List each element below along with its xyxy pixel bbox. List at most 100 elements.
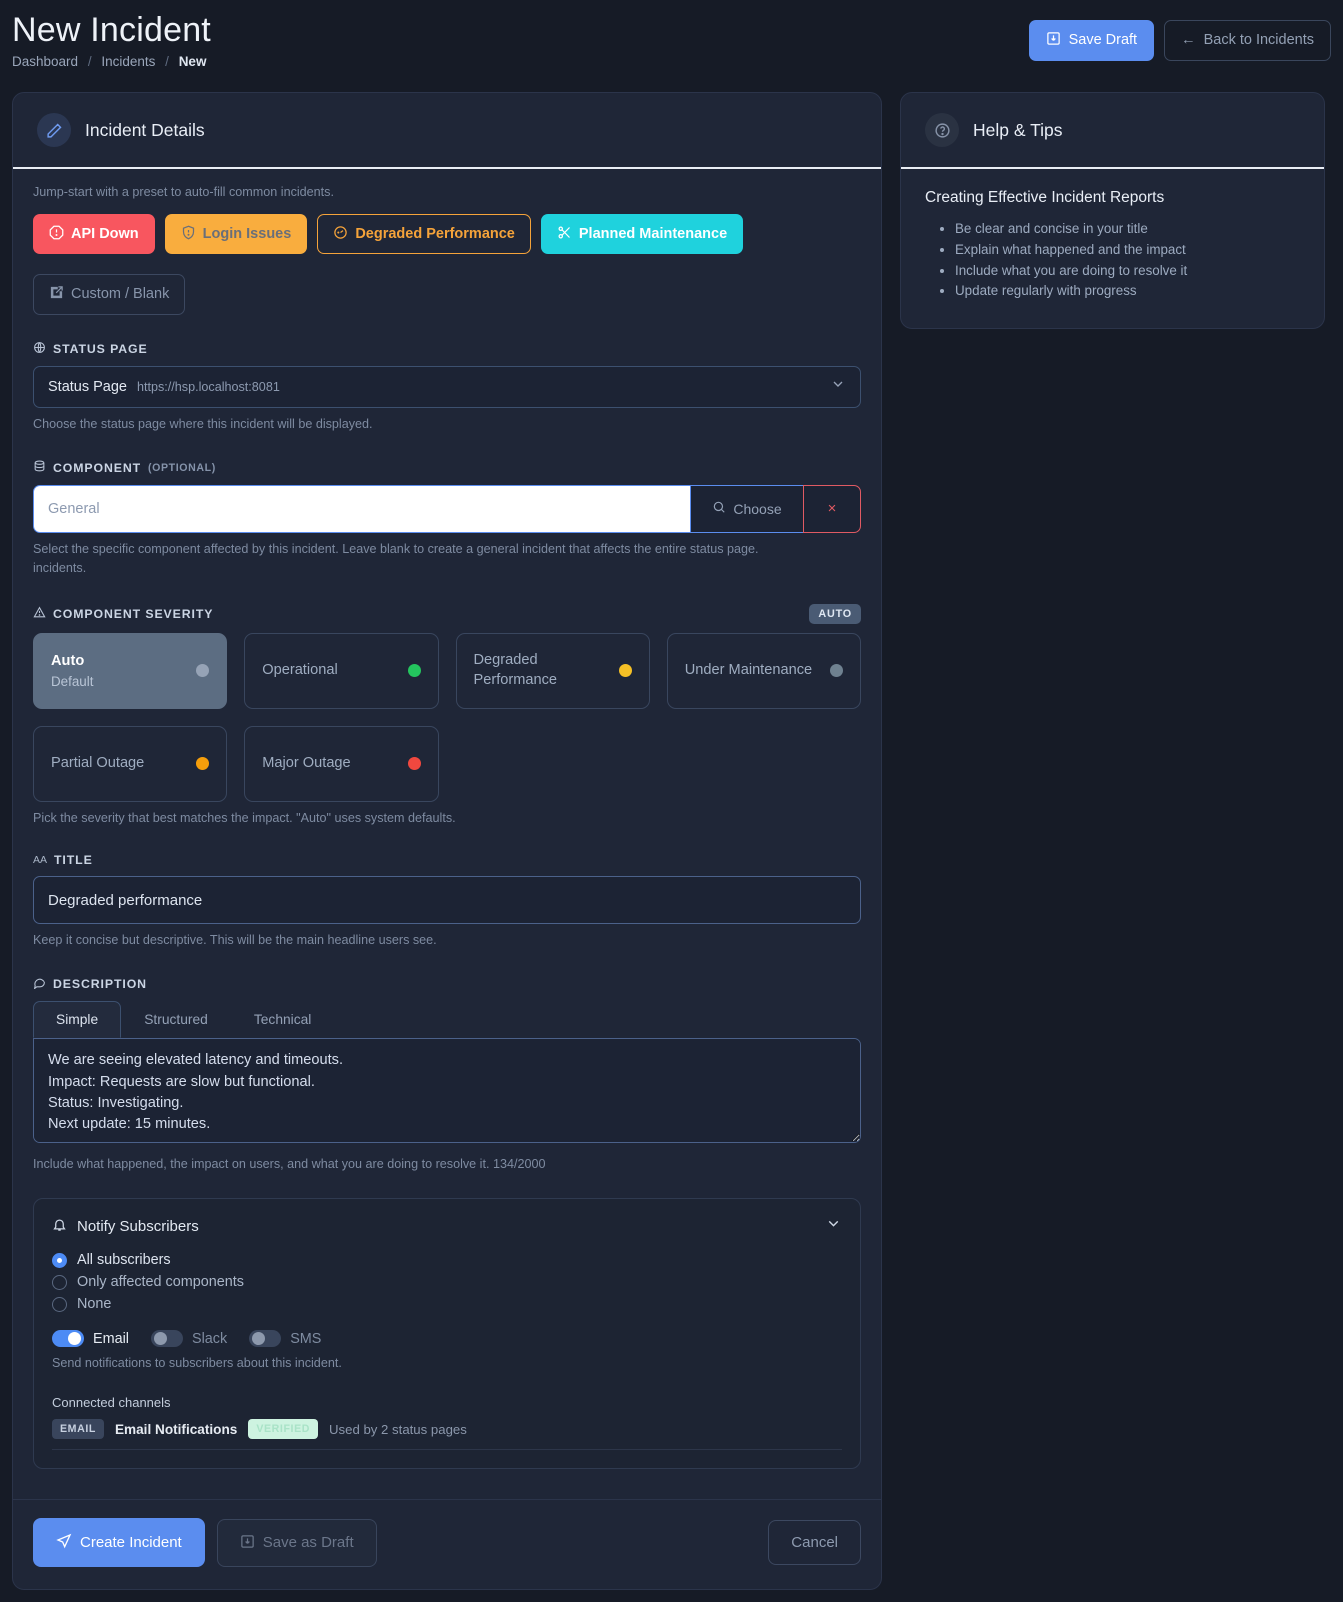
notify-chevron-down-icon[interactable]: [825, 1215, 842, 1237]
tab-simple[interactable]: Simple: [33, 1001, 122, 1039]
breadcrumb: Dashboard / Incidents / New: [12, 54, 1331, 69]
text-format-icon: Aa: [33, 854, 48, 867]
help-tip-item: Update regularly with progress: [955, 281, 1300, 302]
severity-dot-partial-outage: [196, 757, 210, 771]
save-draft-label: Save Draft: [1068, 32, 1138, 48]
component-choose-button[interactable]: Choose: [690, 484, 803, 533]
breadcrumb-dashboard[interactable]: Dashboard: [12, 54, 79, 69]
incident-details-header: Incident Details: [13, 93, 881, 169]
incident-details-body: Jump-start with a preset to auto-fill co…: [13, 169, 881, 1477]
notify-subscribers-header[interactable]: Notify Subscribers: [52, 1215, 842, 1237]
status-page-field: STATUS PAGE Status Page https://hsp.loca…: [33, 341, 861, 434]
status-page-hint: Choose the status page where this incide…: [33, 416, 373, 431]
severity-option-partial-outage[interactable]: Partial Outage: [33, 725, 228, 802]
cancel-button[interactable]: Cancel: [768, 1520, 861, 1566]
help-tip-item: Include what you are doing to resolve it: [955, 261, 1300, 282]
title-label: TITLE: [54, 853, 93, 868]
notify-title-row: Notify Subscribers: [52, 1217, 199, 1236]
notify-title: Notify Subscribers: [77, 1217, 199, 1235]
channel-type-tag: EMAIL: [52, 1419, 104, 1440]
toggle-email[interactable]: Email: [52, 1330, 129, 1348]
toggle-email-label: Email: [93, 1330, 129, 1347]
search-icon: [712, 500, 726, 517]
save-as-draft-label: Save as Draft: [262, 1534, 354, 1552]
channel-name: Email Notifications: [114, 1421, 238, 1437]
radio-none-indicator: [52, 1296, 67, 1312]
component-field: COMPONENT (OPTIONAL) Choose ×: [33, 460, 861, 578]
preset-api-down-label: API Down: [71, 225, 139, 242]
preset-login-issues[interactable]: Login Issues: [164, 213, 308, 255]
severity-option-auto[interactable]: Auto Default: [33, 632, 228, 709]
severity-option-major-outage-name: Major Outage: [262, 754, 351, 771]
radio-all-subscribers[interactable]: All subscribers: [52, 1252, 842, 1268]
preset-custom-blank-label: Custom / Blank: [71, 286, 170, 303]
radio-none[interactable]: None: [52, 1296, 842, 1312]
component-label: COMPONENT: [53, 460, 142, 475]
component-input[interactable]: [33, 484, 690, 533]
question-circle-icon: [925, 113, 959, 147]
breadcrumb-sep-1: /: [87, 54, 92, 69]
header-actions: Save Draft ← Back to Incidents: [1028, 20, 1331, 61]
severity-field: COMPONENT SEVERITY AUTO Auto Default: [33, 603, 861, 828]
radio-all-subscribers-indicator: [52, 1252, 67, 1268]
status-page-label: STATUS PAGE: [53, 341, 148, 356]
severity-option-major-outage[interactable]: Major Outage: [244, 725, 439, 802]
severity-label: COMPONENT SEVERITY: [53, 606, 214, 621]
gauge-icon: [333, 225, 348, 244]
incident-title-input[interactable]: [33, 876, 861, 925]
message-icon: [33, 976, 46, 992]
severity-hint: Pick the severity that best matches the …: [33, 810, 456, 825]
warning-triangle-icon: [33, 606, 46, 622]
bell-icon: [52, 1217, 67, 1236]
channel-usage-meta: Used by 2 status pages: [329, 1421, 467, 1437]
channel-verified-badge: VERIFIED: [248, 1419, 319, 1440]
save-as-draft-button[interactable]: Save as Draft: [216, 1518, 377, 1567]
preset-degraded-performance-label: Degraded Performance: [355, 225, 515, 242]
page-columns: Incident Details Jump-start with a prese…: [0, 92, 1343, 1602]
back-to-incidents-label: Back to Incidents: [1203, 32, 1314, 48]
back-to-incidents-button[interactable]: ← Back to Incidents: [1164, 20, 1331, 61]
presets-hint: Jump-start with a preset to auto-fill co…: [33, 185, 334, 199]
radio-all-subscribers-label: All subscribers: [77, 1252, 171, 1269]
status-page-select[interactable]: Status Page https://hsp.localhost:8081: [33, 365, 861, 408]
save-draft-icon: [240, 1534, 255, 1552]
help-tip-item: Be clear and concise in your title: [955, 219, 1300, 240]
toggle-slack[interactable]: Slack: [150, 1330, 227, 1348]
severity-option-auto-sub: Default: [51, 673, 94, 689]
connected-channel-row: EMAIL Email Notifications VERIFIED Used …: [52, 1419, 842, 1451]
incident-description-textarea[interactable]: [33, 1038, 861, 1144]
severity-option-operational[interactable]: Operational: [244, 632, 439, 709]
toggle-sms-switch: [249, 1330, 282, 1348]
preset-degraded-performance[interactable]: Degraded Performance: [317, 213, 531, 255]
globe-icon: [33, 341, 46, 357]
tab-structured[interactable]: Structured: [144, 1012, 208, 1028]
preset-planned-maintenance[interactable]: Planned Maintenance: [540, 213, 744, 255]
description-field: DESCRIPTION Simple Structured Technical …: [33, 976, 861, 1174]
component-hint-line2: incidents.: [33, 560, 87, 575]
severity-dot-operational: [407, 664, 421, 678]
radio-only-affected-components-indicator: [52, 1274, 67, 1290]
radio-only-affected-components[interactable]: Only affected components: [52, 1274, 842, 1290]
help-tips-list: Be clear and concise in your title Expla…: [955, 219, 1300, 302]
send-icon: [56, 1533, 72, 1552]
preset-custom-blank[interactable]: Custom / Blank: [33, 274, 186, 315]
component-clear-button[interactable]: ×: [803, 484, 861, 533]
component-hint-line1: Select the specific component affected b…: [33, 541, 759, 556]
notify-subscribers-panel: Notify Subscribers All subscribers: [33, 1198, 861, 1470]
breadcrumb-incidents[interactable]: Incidents: [101, 54, 156, 69]
incident-form-footer: Create Incident Save as Draft Cancel: [13, 1499, 881, 1589]
save-draft-button[interactable]: Save Draft: [1028, 20, 1155, 61]
notify-toggles-hint: Send notifications to subscribers about …: [52, 1356, 342, 1371]
severity-option-degraded-performance[interactable]: Degraded Performance: [455, 632, 650, 709]
preset-api-down[interactable]: API Down: [33, 213, 155, 255]
tab-technical[interactable]: Technical: [253, 1012, 312, 1028]
create-incident-button[interactable]: Create Incident: [33, 1518, 205, 1568]
incident-details-card: Incident Details Jump-start with a prese…: [12, 92, 882, 1591]
radio-only-affected-components-label: Only affected components: [77, 1274, 244, 1291]
database-icon: [33, 460, 46, 476]
severity-option-degraded-performance-name: Degraded Performance: [473, 652, 558, 688]
toggle-sms[interactable]: SMS: [249, 1330, 321, 1348]
help-tip-item: Explain what happened and the impact: [955, 240, 1300, 261]
severity-option-under-maintenance[interactable]: Under Maintenance: [666, 632, 861, 709]
